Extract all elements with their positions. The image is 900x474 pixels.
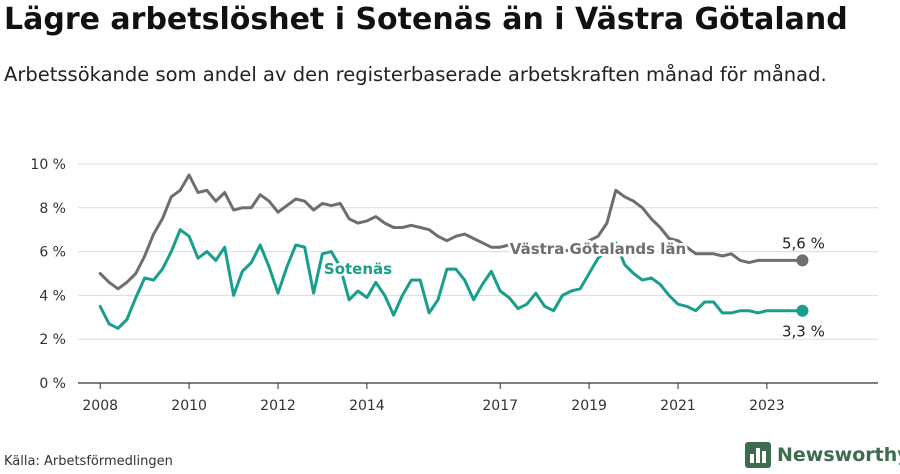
sotenas-end-point xyxy=(796,304,809,317)
vastra-gotaland-end-point xyxy=(796,254,809,267)
x-tick-label: 2014 xyxy=(349,398,385,414)
sotenas-end-label: 3,3 % xyxy=(782,323,825,341)
x-tick-label: 2008 xyxy=(82,398,118,414)
y-axis-tick-labels: 0 % 2 % 4 % 6 % 8 % 10 % xyxy=(30,157,66,392)
brand-logo: Newsworthy xyxy=(745,442,900,468)
series-lines xyxy=(98,173,809,330)
series-labels: 5,6 % 3,3 % Västra Götalands län Sotenäs xyxy=(321,234,825,341)
y-tick-label: 10 % xyxy=(30,157,66,173)
y-tick-label: 0 % xyxy=(39,376,66,392)
sotenas-line xyxy=(98,228,804,330)
x-tick-label: 2017 xyxy=(482,398,518,414)
y-tick-label: 6 % xyxy=(39,245,66,261)
vastra-gotaland-line xyxy=(98,173,804,291)
x-tick-label: 2019 xyxy=(571,398,607,414)
chart-title: Lägre arbetslöshet i Sotenäs än i Västra… xyxy=(4,2,848,37)
y-tick-label: 2 % xyxy=(39,332,66,348)
sotenas-series-label: Sotenäs xyxy=(324,260,392,278)
y-tick-label: 4 % xyxy=(39,288,66,304)
vastra-gotaland-end-label: 5,6 % xyxy=(782,234,825,252)
source-note: Källa: Arbetsförmedlingen xyxy=(4,454,173,469)
chart-subtitle: Arbetssökande som andel av den registerb… xyxy=(4,63,827,86)
x-tick-label: 2023 xyxy=(749,398,785,414)
grid-lines xyxy=(78,163,878,340)
x-tick-label: 2021 xyxy=(660,398,696,414)
bar-chart-logo-icon xyxy=(745,442,771,468)
x-axis: 2008 2010 2012 2014 2017 2019 2021 2023 xyxy=(78,382,878,414)
brand-name: Newsworthy xyxy=(777,444,900,466)
x-tick-label: 2012 xyxy=(260,398,296,414)
vastra-gotaland-series-label: Västra Götalands län xyxy=(510,240,686,258)
y-tick-label: 8 % xyxy=(39,201,66,217)
x-tick-label: 2010 xyxy=(171,398,207,414)
